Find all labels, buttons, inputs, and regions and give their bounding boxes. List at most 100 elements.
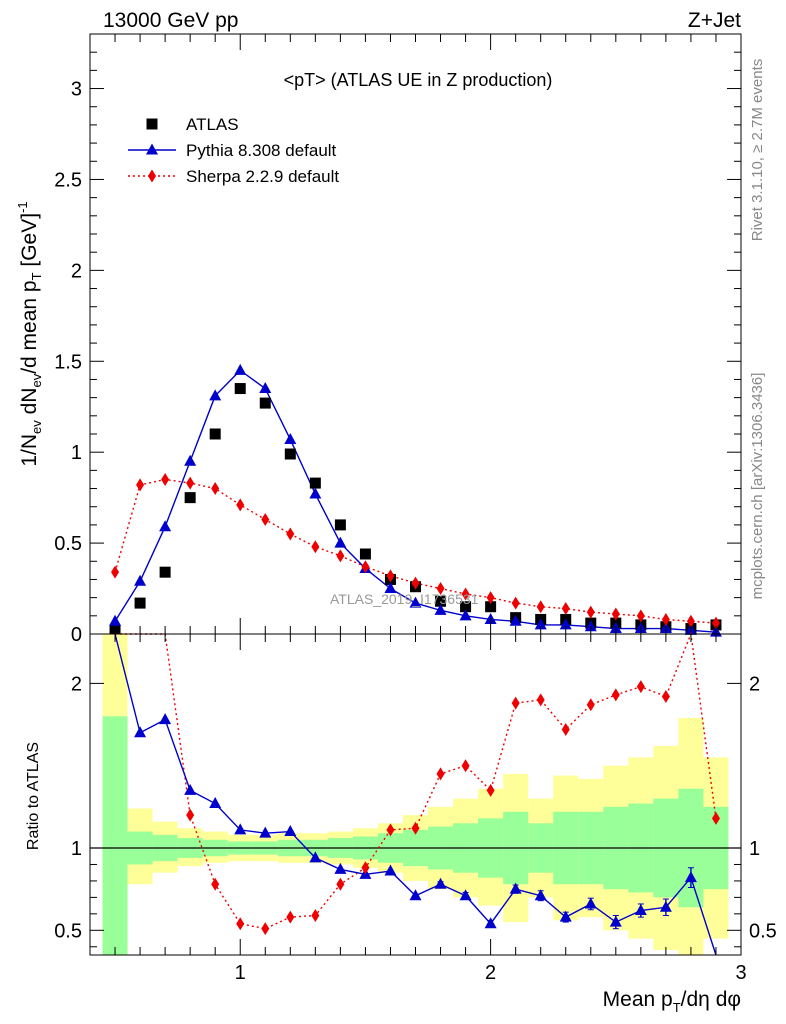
sherpa-point xyxy=(486,591,495,605)
sherpa-ratio-point xyxy=(236,917,245,931)
atlas-point xyxy=(209,428,221,440)
pythia-point xyxy=(334,536,347,548)
pythia-point xyxy=(184,454,197,466)
sherpa-ratio-point xyxy=(661,690,670,704)
x-axis-title: Mean pT/dη dφ xyxy=(603,988,741,1015)
sherpa-point xyxy=(386,569,395,583)
legend-marker xyxy=(146,118,158,130)
sherpa-ratio-point xyxy=(211,877,220,891)
pythia-point xyxy=(309,487,322,499)
sherpa-point xyxy=(436,582,445,596)
ratio-axes: 0.5 0.5 1 1 2 2 1 2 3 xyxy=(54,633,777,984)
pythia-ratio-point xyxy=(334,862,347,874)
pythia-ratio-point xyxy=(384,864,397,876)
sherpa-point xyxy=(411,576,420,590)
ratio-panel: 0.5 0.5 1 1 2 2 1 2 3 Ratio to ATLAS xyxy=(25,631,777,984)
chart-title: <pT> (ATLAS UE in Z production) xyxy=(284,70,553,90)
pythia-ratio-point xyxy=(559,910,572,922)
pythia-ratio-point xyxy=(584,897,597,909)
x-tick-label: 3 xyxy=(735,962,746,984)
legend-label: Sherpa 2.2.9 default xyxy=(186,167,339,186)
pythia-point xyxy=(509,614,522,626)
pythia-point xyxy=(284,432,297,444)
pythia-point xyxy=(559,618,572,630)
watermark: ATLAS_2019_I1736531 xyxy=(330,591,479,607)
sherpa-point xyxy=(286,527,295,541)
pythia-ratio-point xyxy=(284,825,297,837)
sherpa-point xyxy=(361,560,370,574)
atlas-point xyxy=(435,595,447,607)
pythia-ratio-point xyxy=(459,889,472,901)
pythia-ratio-point xyxy=(134,726,147,738)
pythia-ratio-point xyxy=(259,826,272,838)
sherpa-point xyxy=(536,600,545,614)
legend: ATLAS Pythia 8.308 default Sherpa 2.2.9 de… xyxy=(128,115,339,186)
sherpa-point xyxy=(511,596,520,610)
sherpa-point xyxy=(236,498,245,512)
sherpa-ratio-point xyxy=(411,821,420,835)
pythia-ratio-point xyxy=(634,904,647,916)
atlas-point xyxy=(460,601,472,613)
atlas-point xyxy=(485,601,497,613)
main-plot-marks xyxy=(109,363,722,637)
pythia-point xyxy=(384,582,397,594)
sherpa-ratio-point xyxy=(186,808,195,822)
ratio-y-tick-label: 0.5 xyxy=(54,920,82,942)
pythia-point xyxy=(534,618,547,630)
rivet-info: Rivet 3.1.10, ≥ 2.7M events xyxy=(749,59,766,242)
pythia-point xyxy=(209,389,222,401)
sherpa-ratio-point xyxy=(436,767,445,781)
x-tick-label: 2 xyxy=(485,962,496,984)
pythia-ratio-point xyxy=(234,823,247,835)
mcplots-info: mcplots.cern.ch [arXiv:1306.3436] xyxy=(749,373,766,600)
sherpa-point xyxy=(211,482,220,496)
pythia-point xyxy=(259,382,272,394)
atlas-point xyxy=(359,548,371,560)
pythia-ratio-point xyxy=(184,783,197,795)
pythia-ratio-point xyxy=(509,882,522,894)
stat-uncertainty-band xyxy=(102,716,128,955)
pythia-point xyxy=(409,596,422,608)
pythia-point xyxy=(134,574,147,586)
y-tick-label: 3 xyxy=(71,79,82,101)
y-tick-label: 0.5 xyxy=(54,533,82,555)
pythia-ratio-point xyxy=(209,797,222,809)
sherpa-point xyxy=(561,602,570,616)
y-tick-label: 2 xyxy=(71,260,82,282)
atlas-point xyxy=(234,383,246,395)
atlas-point xyxy=(134,597,146,609)
energy-label: 13000 GeV pp xyxy=(103,9,238,32)
sherpa-ratio-point xyxy=(611,688,620,702)
ratio-y-tick-label-right: 0.5 xyxy=(749,920,777,942)
pythia-point xyxy=(584,620,597,632)
sherpa-ratio-point xyxy=(511,696,520,710)
y-tick-label: 1.5 xyxy=(54,351,82,373)
ratio-y-tick-label: 1 xyxy=(71,838,82,860)
pythia-ratio-point xyxy=(409,889,422,901)
process-label: Z+Jet xyxy=(688,9,741,32)
sherpa-point xyxy=(311,540,320,554)
sherpa-ratio-point xyxy=(561,722,570,736)
ratio-y-tick-label: 2 xyxy=(71,673,82,695)
y-tick-label: 1 xyxy=(71,442,82,464)
sherpa-point xyxy=(111,565,120,579)
sherpa-point xyxy=(261,512,270,526)
pythia-ratio-point xyxy=(684,871,697,883)
main-panel: ATLAS_2019_I1736531 <pT> (ATLAS UE in Z … xyxy=(15,33,742,646)
pythia-ratio-point xyxy=(484,917,497,929)
main-y-axis-title: 1/Nev dNev/d mean pT [GeV]-1 xyxy=(15,201,44,466)
sherpa-point xyxy=(161,472,170,486)
pythia-ratio-point xyxy=(534,889,547,901)
sherpa-ratio-point xyxy=(711,811,720,825)
ratio-y-tick-label-right: 2 xyxy=(749,673,760,695)
main-axes: 0 0.5 1 1.5 2 2.5 3 xyxy=(54,33,742,646)
pythia-ratio-point xyxy=(609,915,622,927)
sherpa-ratio-point xyxy=(586,698,595,712)
legend-label: ATLAS xyxy=(186,115,239,134)
y-tick-label: 0 xyxy=(71,624,82,646)
ratio-plot-marks xyxy=(90,631,741,956)
sherpa-ratio-point xyxy=(461,759,470,773)
legend-marker xyxy=(148,169,156,183)
atlas-point xyxy=(309,477,321,489)
sherpa-ratio-point xyxy=(336,877,345,891)
